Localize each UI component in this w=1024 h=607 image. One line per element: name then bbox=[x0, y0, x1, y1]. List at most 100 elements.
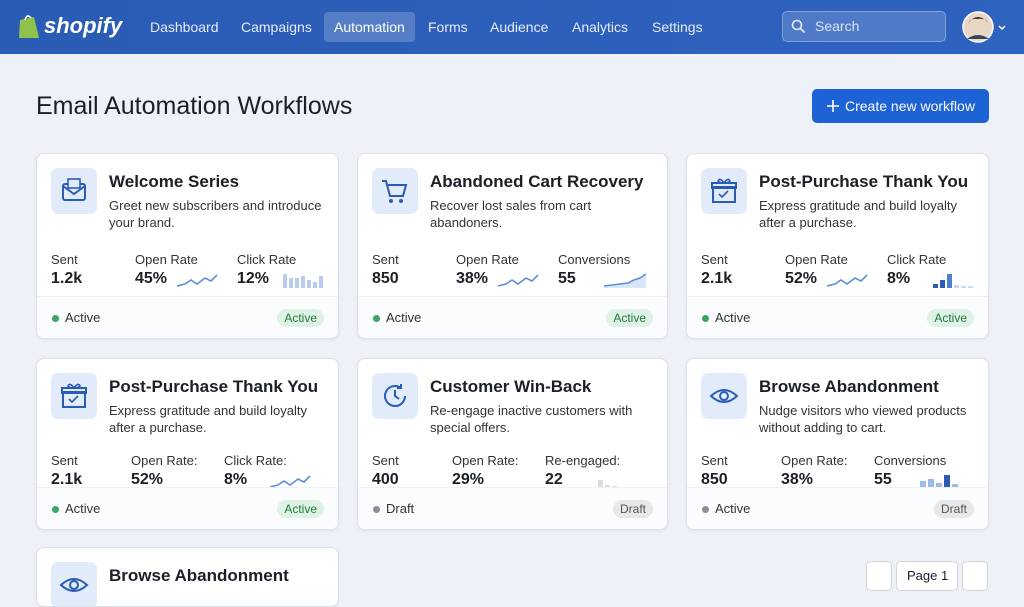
stat-value: 850 bbox=[701, 471, 728, 488]
stat-value: 55 bbox=[874, 471, 892, 488]
nav-item[interactable]: Audience bbox=[490, 19, 549, 35]
card-title: Browse Abandonment bbox=[759, 377, 939, 396]
stat-value: 52% bbox=[131, 471, 164, 488]
workflow-card[interactable]: Abandoned Cart Recovery Recover lost sale… bbox=[357, 153, 668, 339]
page-label: Page 1 bbox=[907, 568, 949, 583]
card-footer: Draft Draft bbox=[358, 487, 667, 529]
status-dot bbox=[52, 506, 59, 513]
card-icon bbox=[372, 373, 418, 419]
search-box[interactable]: Search bbox=[782, 11, 946, 42]
status-text: Active bbox=[386, 310, 422, 325]
card-title: Welcome Series bbox=[109, 172, 240, 191]
status-text: Active bbox=[715, 501, 751, 516]
stat-label: Re-engaged: bbox=[545, 453, 621, 468]
sparkline bbox=[827, 274, 868, 287]
stat-label: Open Rate bbox=[135, 252, 198, 267]
next-page[interactable] bbox=[962, 561, 988, 591]
card-title: Post-Purchase Thank You bbox=[109, 377, 319, 396]
status-dot bbox=[702, 506, 709, 513]
card-footer: Active Active bbox=[358, 296, 667, 338]
card-description: Re-engage inactive customers with specia… bbox=[430, 403, 633, 435]
icon-glyph bbox=[711, 178, 737, 203]
prev-page[interactable] bbox=[866, 561, 892, 591]
sparkline bbox=[604, 273, 647, 288]
stat-label: Sent bbox=[372, 453, 399, 468]
card-icon bbox=[51, 562, 97, 606]
avatar[interactable] bbox=[962, 11, 1010, 43]
sparkline bbox=[933, 274, 973, 288]
workflow-card[interactable]: Browse Abandonment Nudge visitors who vie… bbox=[686, 358, 989, 530]
stat-label: Click Rate bbox=[237, 252, 297, 267]
status-text: Draft bbox=[386, 501, 415, 516]
card-icon bbox=[701, 168, 747, 214]
stat-value: 38% bbox=[456, 270, 489, 287]
stat-label: Open Rate: bbox=[131, 453, 198, 468]
nav-item[interactable]: Forms bbox=[428, 19, 468, 35]
card-footer: Active Active bbox=[37, 296, 338, 338]
stat-value: 850 bbox=[372, 270, 399, 287]
sparkline bbox=[270, 475, 311, 488]
card-title: Abandoned Cart Recovery bbox=[430, 172, 644, 191]
stat-value: 45% bbox=[135, 270, 168, 287]
status-badge: Active bbox=[277, 500, 324, 518]
status-badge: Active bbox=[927, 309, 974, 327]
nav-item[interactable]: Dashboard bbox=[150, 19, 219, 35]
stat-label: Sent bbox=[701, 252, 728, 267]
stat-label: Sent bbox=[701, 453, 728, 468]
card-icon bbox=[701, 373, 747, 419]
create-button[interactable]: Create new workflow bbox=[812, 89, 989, 123]
status-dot bbox=[373, 315, 380, 322]
card-description: Nudge visitors who viewed products witho… bbox=[759, 403, 967, 435]
nav-item[interactable]: Automation bbox=[324, 12, 415, 42]
nav-item[interactable]: Analytics bbox=[572, 19, 629, 35]
card-icon bbox=[51, 168, 97, 214]
stat-value: 2.1k bbox=[701, 270, 733, 287]
nav-item[interactable]: Campaigns bbox=[241, 19, 312, 35]
stat-label: Conversions bbox=[874, 453, 947, 468]
card-description: Greet new subscribers and introduce your… bbox=[109, 198, 322, 230]
stat-value: 1.2k bbox=[51, 270, 83, 287]
status-dot bbox=[373, 506, 380, 513]
icon-glyph bbox=[709, 389, 739, 403]
brand[interactable]: shopify bbox=[44, 13, 123, 38]
workflow-card[interactable]: Welcome Series Greet new subscribers and … bbox=[36, 153, 339, 339]
card-footer: Active Draft bbox=[687, 487, 988, 529]
stat-value: 52% bbox=[785, 270, 818, 287]
card-title: Post-Purchase Thank You bbox=[759, 172, 969, 191]
plus-icon bbox=[827, 100, 839, 112]
icon-glyph bbox=[62, 178, 86, 201]
status-badge: Active bbox=[606, 309, 653, 327]
sparkline bbox=[177, 274, 218, 287]
workflow-card[interactable]: Post-Purchase Thank You Express gratitude… bbox=[36, 358, 339, 530]
stat-label: Click Rate: bbox=[224, 453, 287, 468]
page-indicator: Page 1 bbox=[896, 561, 958, 591]
stat-value: 55 bbox=[558, 270, 576, 287]
stat-value: 12% bbox=[237, 270, 270, 287]
stat-label: Open Rate: bbox=[781, 453, 848, 468]
stat-value: 8% bbox=[887, 270, 911, 287]
page-title: Email Automation Workflows bbox=[36, 92, 353, 120]
icon-glyph bbox=[61, 383, 87, 408]
card-title: Browse Abandonment bbox=[109, 566, 289, 585]
workflow-card[interactable]: Browse Abandonment bbox=[36, 547, 339, 607]
search-icon bbox=[791, 19, 806, 34]
stat-label: Open Rate bbox=[456, 252, 519, 267]
workflow-card[interactable]: Customer Win-Back Re-engage inactive cust… bbox=[357, 358, 668, 530]
workflow-card[interactable]: Post-Purchase Thank You Express gratitude… bbox=[686, 153, 989, 339]
stat-label: Sent bbox=[51, 252, 78, 267]
sparkline bbox=[283, 274, 323, 288]
status-dot bbox=[702, 315, 709, 322]
card-description: Recover lost sales from cart abandoners. bbox=[430, 198, 592, 230]
card-footer: Active Active bbox=[37, 487, 338, 529]
stat-value: 2.1k bbox=[51, 471, 83, 488]
status-dot bbox=[52, 315, 59, 322]
stat-label: Open Rate bbox=[785, 252, 848, 267]
stat-value: 400 bbox=[372, 471, 399, 488]
sparkline bbox=[920, 475, 958, 489]
stat-label: Open Rate: bbox=[452, 453, 519, 468]
icon-glyph bbox=[382, 180, 408, 203]
top-nav: shopify Search Dashboard Campaigns Automat… bbox=[0, 0, 1024, 54]
stat-label: Sent bbox=[51, 453, 78, 468]
nav-item[interactable]: Settings bbox=[652, 19, 703, 35]
